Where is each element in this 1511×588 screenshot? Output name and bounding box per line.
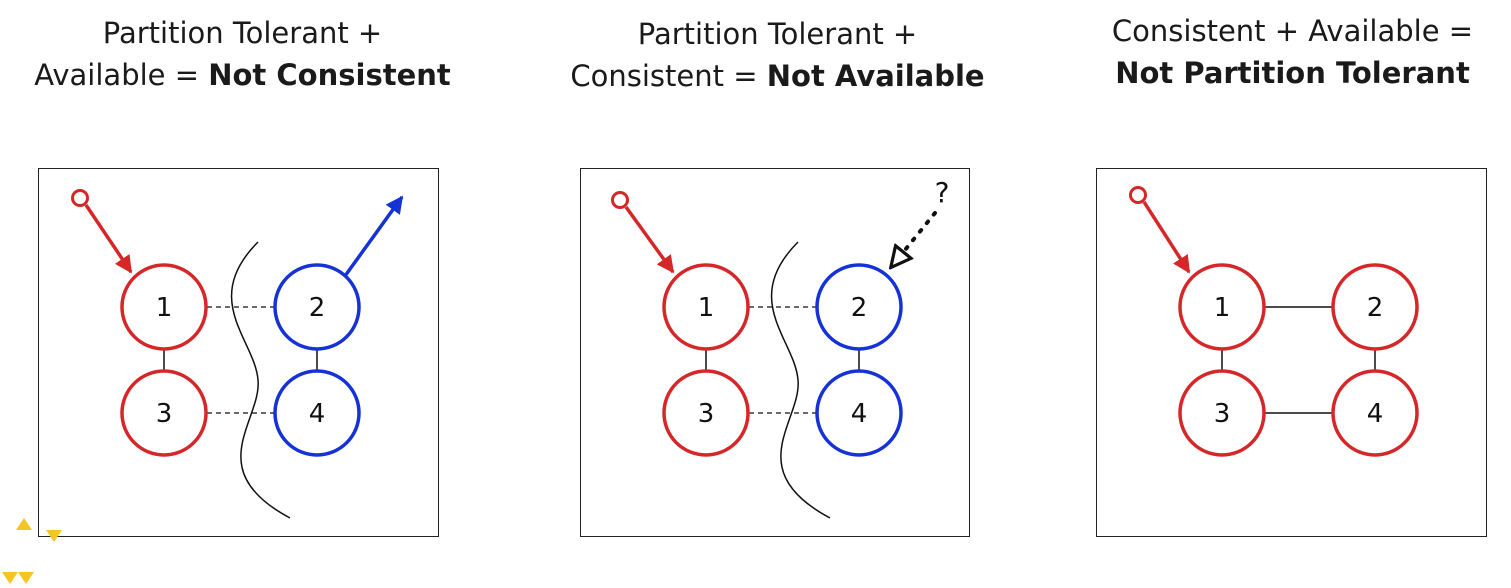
node-4: 4 (273, 369, 361, 457)
client-origin-marker (1129, 186, 1147, 204)
node-1: 1 (662, 263, 750, 351)
panel-1-title-line2: Available = Not Consistent (20, 54, 465, 96)
svg-text:3: 3 (156, 399, 173, 429)
panel-1-title-bold: Not Consistent (208, 58, 451, 92)
svg-text:4: 4 (851, 399, 868, 429)
panel-3-title-line2: Not Partition Tolerant (1075, 52, 1510, 94)
panel-2-title: Partition Tolerant + Consistent = Not Av… (555, 13, 1000, 97)
panel-3-title: Consistent + Available = Not Partition T… (1075, 10, 1510, 94)
panel-3-diagram: 1 2 3 4 (1129, 186, 1419, 457)
logo-triangle-down (46, 530, 62, 542)
node-3: 3 (1178, 369, 1266, 457)
panel-1-title: Partition Tolerant + Available = Not Con… (20, 12, 465, 96)
panel-3-title-bold: Not Partition Tolerant (1115, 56, 1470, 90)
panel-2-frame (580, 168, 970, 537)
svg-text:1: 1 (1214, 293, 1231, 323)
panel-1-diagram: 1 2 3 4 (71, 189, 404, 519)
client-request-arrow (84, 204, 133, 274)
panel-1-title-line1: Partition Tolerant + (102, 16, 383, 50)
node-2: 2 (815, 263, 903, 351)
svg-text:3: 3 (1214, 399, 1231, 429)
svg-text:1: 1 (156, 293, 173, 323)
partition-curve (770, 241, 831, 519)
panel-2-title-prefix: Consistent = (570, 59, 767, 93)
response-arrow (343, 195, 404, 278)
partition-curve (230, 241, 291, 519)
node-3: 3 (662, 369, 750, 457)
logo-triangle-down (2, 572, 18, 584)
panel-1-frame (38, 168, 439, 537)
client-request-arrow (624, 205, 675, 274)
svg-text:2: 2 (851, 293, 868, 323)
svg-text:2: 2 (1367, 293, 1384, 323)
client-origin-marker (611, 191, 629, 209)
svg-text:4: 4 (1367, 399, 1384, 429)
svg-text:1: 1 (698, 293, 715, 323)
corner-logo-mark (2, 518, 62, 584)
node-1: 1 (1178, 263, 1266, 351)
panel-2-title-line2: Consistent = Not Available (555, 55, 1000, 97)
logo-triangle-up (16, 518, 32, 530)
blocked-request-arrow (892, 211, 937, 266)
node-3: 3 (120, 369, 208, 457)
panel-2-diagram: ? 1 2 3 4 (611, 176, 950, 519)
panel-1-title-prefix: Available = (34, 58, 209, 92)
unknown-state-label: ? (935, 176, 950, 209)
panel-2-title-line1: Partition Tolerant + (637, 17, 918, 51)
panel-2-title-bold: Not Available (766, 59, 985, 93)
svg-text:2: 2 (309, 293, 326, 323)
panel-3-title-line1: Consistent + Available = (1111, 14, 1474, 48)
node-2: 2 (1331, 263, 1419, 351)
logo-triangle-down (18, 572, 34, 584)
node-2: 2 (273, 263, 361, 351)
svg-text:3: 3 (698, 399, 715, 429)
node-4: 4 (815, 369, 903, 457)
node-1: 1 (120, 263, 208, 351)
node-4: 4 (1331, 369, 1419, 457)
client-origin-marker (71, 189, 89, 207)
svg-text:4: 4 (309, 399, 326, 429)
client-request-arrow (1142, 201, 1191, 274)
